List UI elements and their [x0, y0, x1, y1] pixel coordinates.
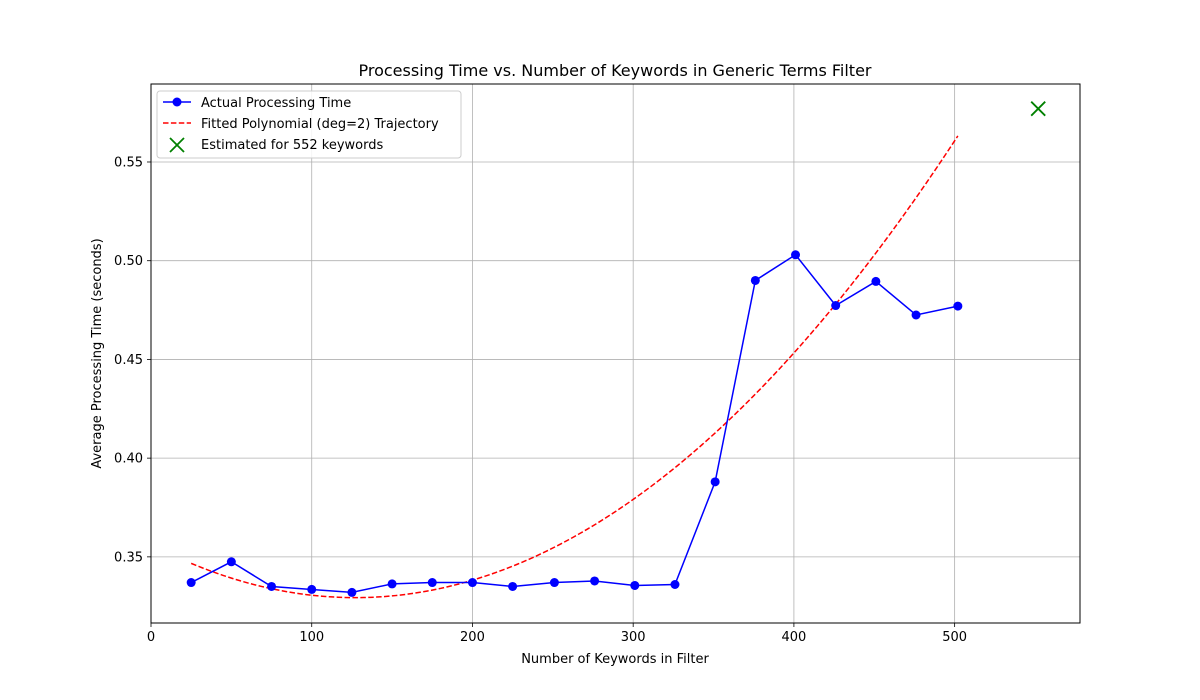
x-axis-ticks: 0 100 200 300 400 500 [147, 623, 967, 645]
x-tick-label: 500 [942, 630, 967, 645]
actual-data-point [630, 580, 640, 590]
actual-data-point [186, 578, 196, 588]
actual-data-point [467, 578, 477, 588]
actual-data-point [953, 301, 963, 311]
y-tick-label: 0.50 [114, 254, 143, 269]
fitted-polynomial-line [190, 135, 959, 599]
estimate-marker-stroke [1030, 101, 1046, 117]
actual-data-point [427, 578, 437, 588]
y-tick-label: 0.35 [114, 550, 143, 565]
chart-title: Processing Time vs. Number of Keywords i… [359, 61, 872, 80]
legend-estimate-label: Estimated for 552 keywords [201, 138, 383, 153]
actual-data-point [307, 584, 317, 594]
actual-data-point [267, 581, 277, 591]
actual-processing-line [190, 253, 959, 594]
x-tick-label: 300 [621, 630, 646, 645]
actual-data-point [590, 576, 600, 586]
legend-estimate-marker [169, 137, 185, 153]
legend: Actual Processing Time Fitted Polynomial… [156, 90, 462, 159]
y-tick-label: 0.40 [114, 452, 143, 467]
actual-data-point [871, 276, 881, 286]
grid-lines [150, 84, 1080, 623]
fitted-curve-group [190, 135, 959, 599]
estimate-group [1030, 101, 1046, 117]
estimate-marker [1030, 101, 1046, 117]
x-tick-label: 400 [781, 630, 806, 645]
legend-actual-label: Actual Processing Time [201, 96, 351, 111]
legend-fit-label: Fitted Polynomial (deg=2) Trajectory [201, 117, 439, 132]
actual-data-point [347, 587, 357, 597]
legend-box [156, 90, 462, 159]
actual-data-point [791, 250, 801, 260]
actual-data-point [387, 579, 397, 589]
actual-data-point [670, 580, 680, 589]
actual-data-point [831, 301, 841, 311]
actual-series-group [186, 250, 963, 597]
x-tick-label: 100 [299, 630, 324, 645]
actual-data-point [549, 578, 559, 588]
plot-frame [150, 83, 1081, 624]
y-axis-label: Average Processing Time (seconds) [90, 238, 105, 468]
x-axis-label: Number of Keywords in Filter [521, 652, 709, 667]
x-tick-label: 200 [460, 630, 485, 645]
y-axis-ticks: 0.35 0.40 0.45 0.50 0.55 [114, 155, 151, 565]
actual-data-point [710, 477, 720, 487]
actual-data-point [911, 310, 921, 320]
x-tick-label: 0 [147, 630, 155, 645]
legend-actual-marker [172, 97, 182, 107]
actual-data-point [508, 581, 518, 591]
actual-data-point [750, 275, 760, 285]
actual-data-point [226, 557, 236, 567]
y-tick-label: 0.55 [114, 155, 143, 170]
y-tick-label: 0.45 [114, 353, 143, 368]
